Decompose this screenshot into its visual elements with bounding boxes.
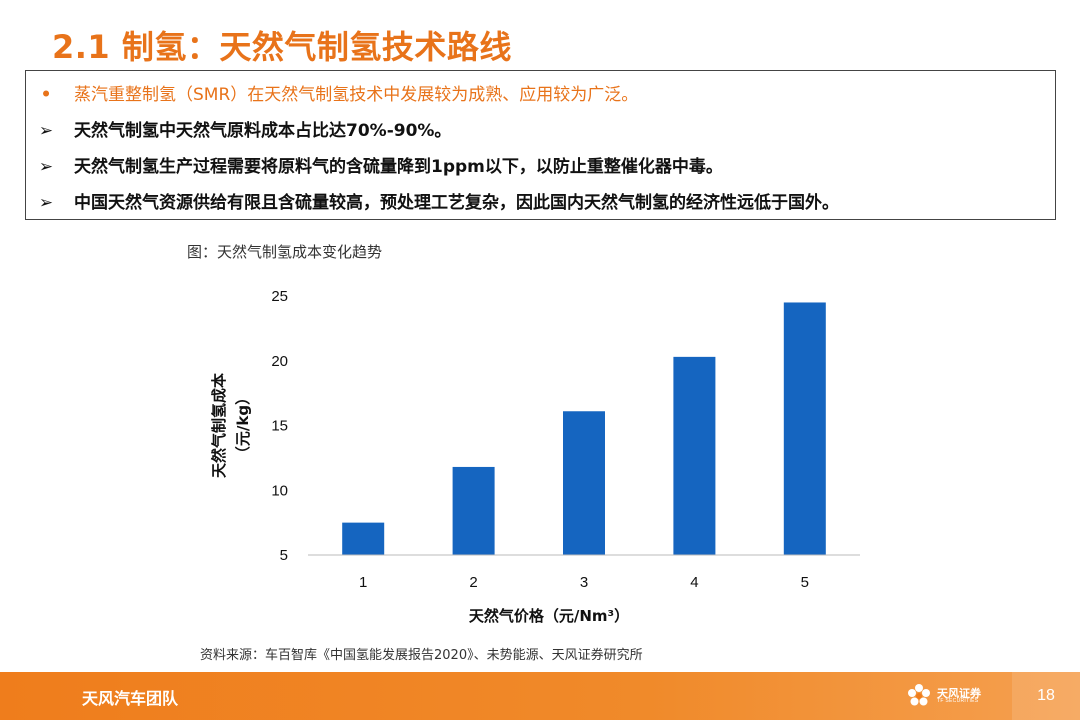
- bullet-text: 蒸汽重整制氢（SMR）在天然气制氢技术中发展较为成熟、应用较为广泛。: [74, 85, 639, 105]
- x-tick-label: 1: [359, 574, 367, 591]
- page-title: 2.1 制氢：天然气制氢技术路线: [52, 28, 512, 66]
- x-tick-label: 4: [690, 574, 698, 591]
- cost-bar-chart: 5 10 15 20 25 1 2 3 4 5 天然气制氢成本 （元/kg） 天然气价格（元/N…: [210, 288, 860, 625]
- x-axis-title: 天然气价格（元/Nm³）: [469, 607, 629, 625]
- y-tick-label: 20: [271, 353, 288, 370]
- bullet-item: ➢ 中国天然气资源供给有限且含硫量较高，预处理工艺复杂，因此国内天然气制氢的经济…: [26, 185, 1055, 221]
- bar-4: [673, 356, 716, 555]
- bullet-item: • 蒸汽重整制氢（SMR）在天然气制氢技术中发展较为成熟、应用较为广泛。: [26, 77, 1055, 113]
- bullet-text: 中国天然气资源供给有限且含硫量较高，预处理工艺复杂，因此国内天然气制氢的经济性远…: [74, 193, 839, 213]
- bar-1: [342, 522, 385, 555]
- logo-name-en: TF SECURITIES: [937, 698, 979, 704]
- arrow-bullet-icon: ➢: [38, 157, 54, 177]
- bullet-dot-icon: •: [40, 85, 52, 105]
- x-tick-label: 3: [580, 574, 588, 591]
- source-note: 资料来源：车百智库《中国氢能发展报告2020》、未势能源、天风证券研究所: [200, 648, 643, 663]
- bullet-text: 天然气制氢中天然气原料成本占比达70%-90%。: [74, 121, 452, 141]
- flower-logo-icon: [908, 684, 930, 706]
- bullet-item: ➢ 天然气制氢中天然气原料成本占比达70%-90%。: [26, 113, 1055, 149]
- company-logo: 天风证券 TF SECURITIES: [905, 678, 1005, 714]
- bar-5: [783, 302, 826, 555]
- arrow-bullet-icon: ➢: [38, 121, 54, 141]
- footer-bar: 天风汽车团队 天风证券 TF SECURITIES 18: [0, 672, 1080, 720]
- bar-2: [452, 466, 495, 555]
- arrow-bullet-icon: ➢: [38, 193, 54, 213]
- figure-caption: 图：天然气制氢成本变化趋势: [187, 243, 383, 261]
- bar-3: [563, 411, 605, 555]
- summary-box: • 蒸汽重整制氢（SMR）在天然气制氢技术中发展较为成熟、应用较为广泛。 ➢ 天…: [25, 70, 1056, 220]
- y-tick-label: 25: [271, 288, 288, 305]
- logo-name-cn: 天风证券: [937, 687, 981, 700]
- x-tick-label: 2: [469, 574, 477, 591]
- y-axis-title: 天然气制氢成本: [210, 373, 228, 478]
- y-tick-label: 10: [271, 482, 288, 499]
- page-number: 18: [1012, 672, 1080, 720]
- bullet-item: ➢ 天然气制氢生产过程需要将原料气的含硫量降到1ppm以下，以防止重整催化器中毒…: [26, 149, 1055, 185]
- y-tick-label: 15: [271, 418, 288, 435]
- y-axis-unit: （元/kg）: [234, 390, 252, 461]
- x-tick-label: 5: [801, 574, 809, 591]
- bullet-text: 天然气制氢生产过程需要将原料气的含硫量降到1ppm以下，以防止重整催化器中毒。: [74, 157, 723, 177]
- footer-team-name: 天风汽车团队: [82, 689, 179, 708]
- y-tick-label: 5: [280, 547, 288, 564]
